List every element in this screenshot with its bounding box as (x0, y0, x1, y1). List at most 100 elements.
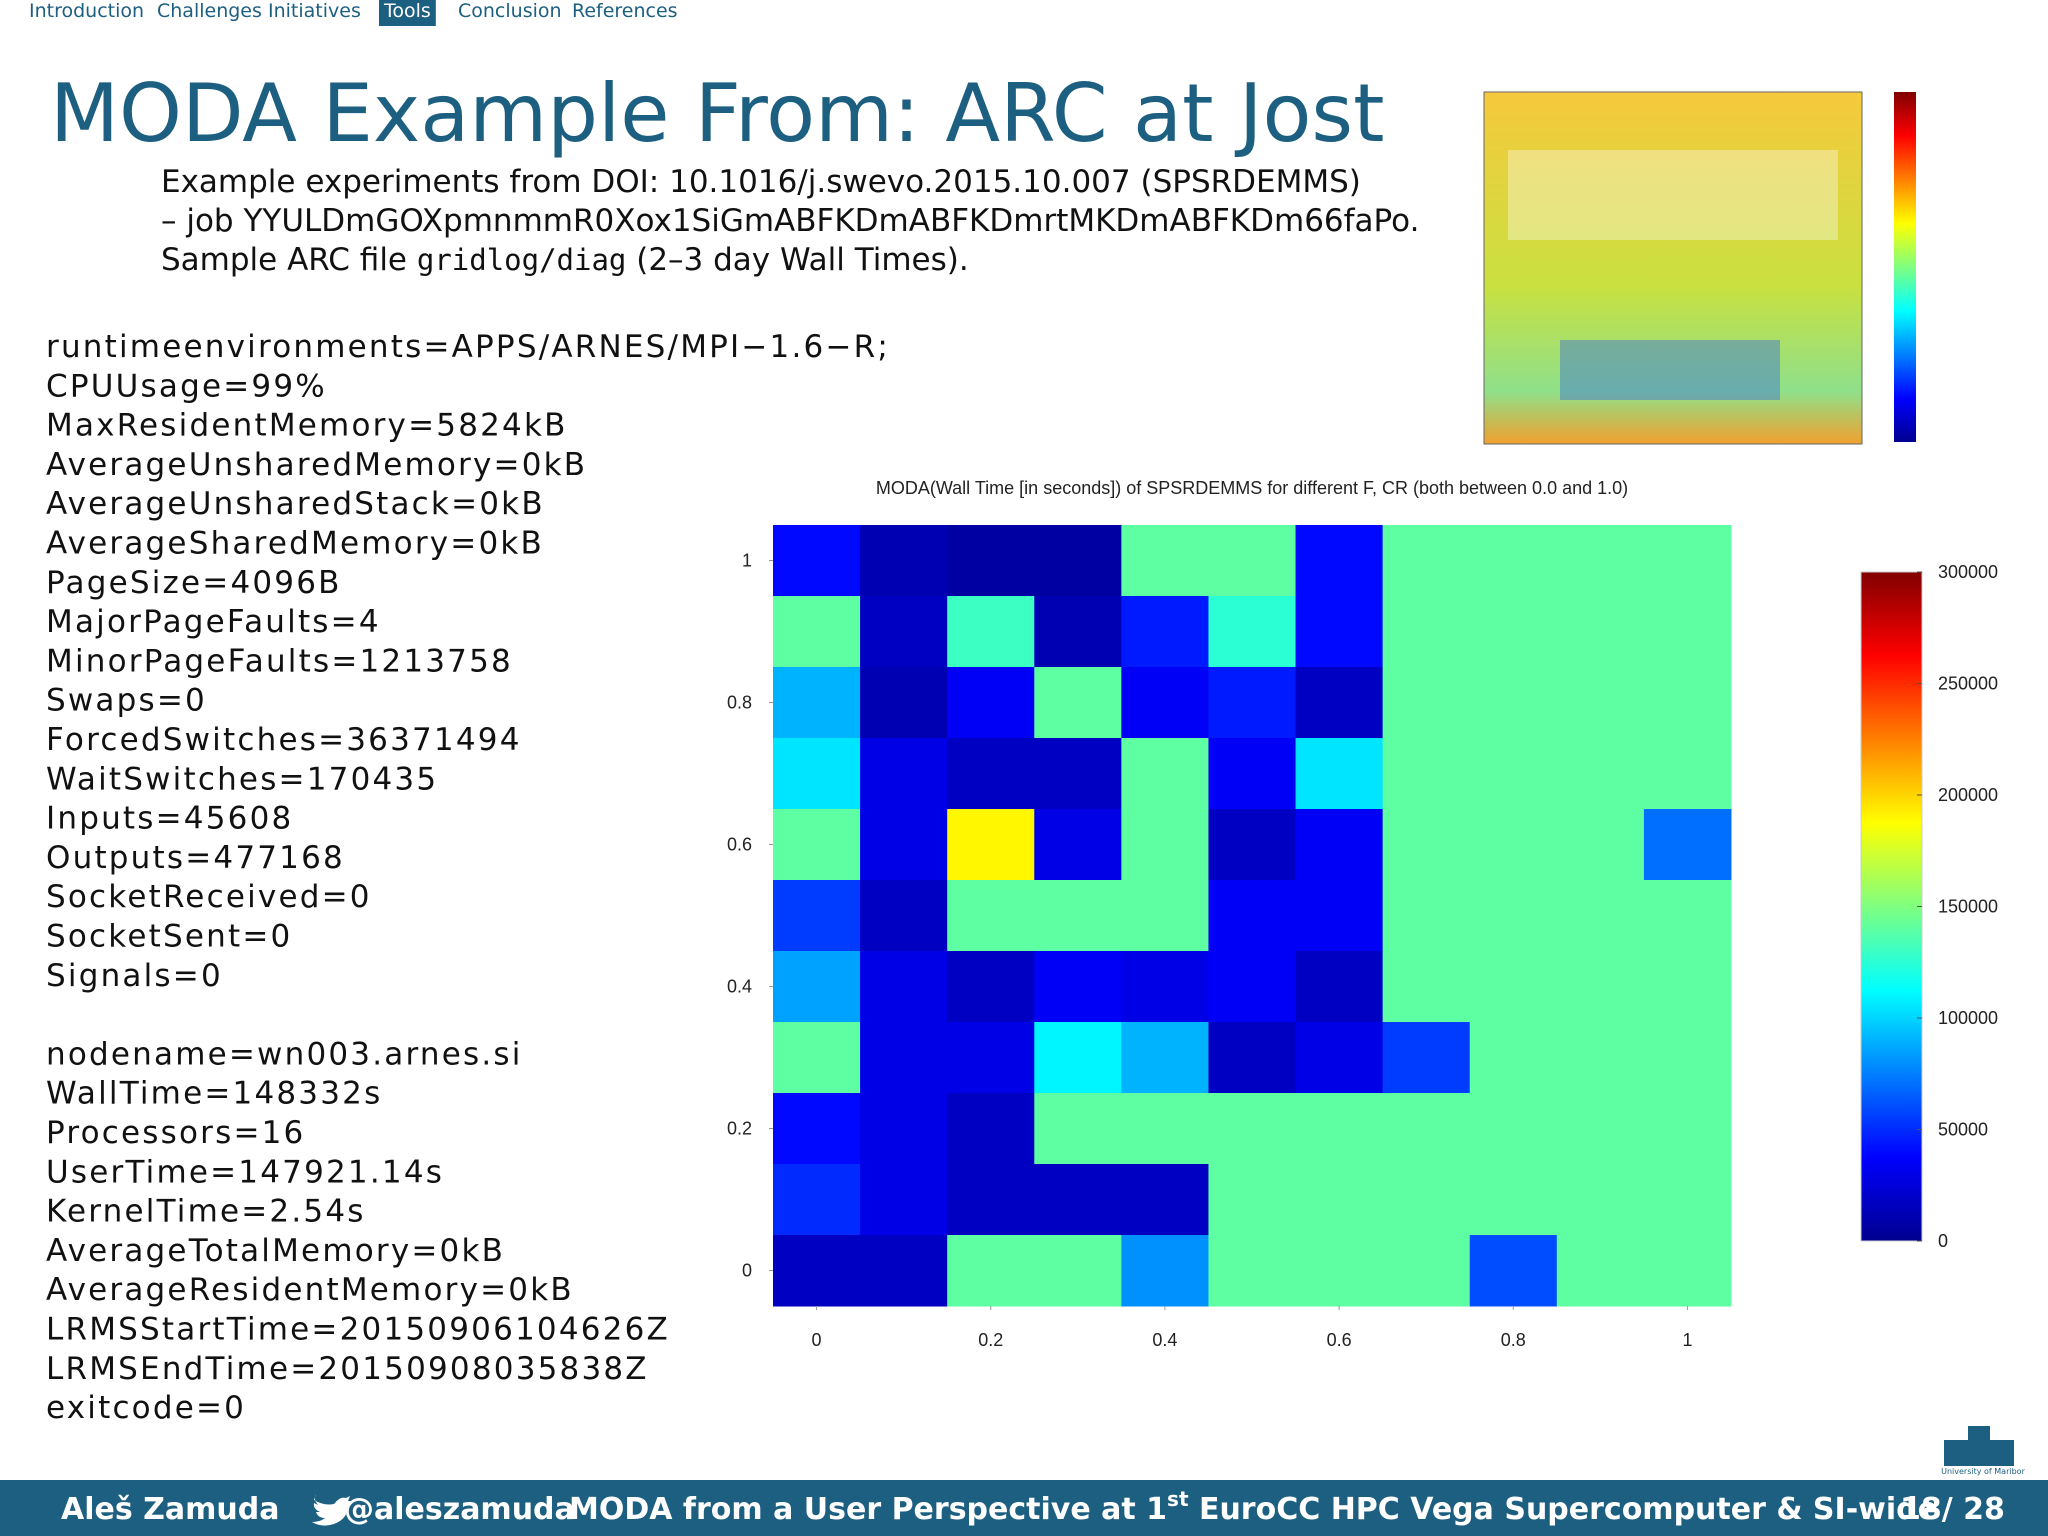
nav-item[interactable]: Introduction (29, 0, 144, 22)
info-line: SocketReceived=0 (46, 879, 372, 915)
heat-cell (1121, 951, 1209, 1023)
heat-cell (1121, 667, 1209, 739)
nav-item[interactable]: Challenges (157, 0, 262, 22)
heat-cell (1382, 809, 1471, 881)
nav-item[interactable]: Conclusion (458, 0, 562, 22)
heat-cell (1295, 1164, 1384, 1236)
info-line: Outputs=477168 (46, 840, 345, 876)
heat-cell (1469, 667, 1558, 739)
text-run: Sample ARC file (161, 242, 417, 278)
heat-cell (860, 1164, 948, 1236)
logo-text: University of Maribor (1941, 1467, 2025, 1476)
info-line: MaxResidentMemory=5824kB (46, 408, 568, 444)
heat-cell (947, 596, 1035, 668)
heat-cell (1034, 596, 1122, 668)
heat-cell (1469, 880, 1558, 952)
heat-cell (1643, 1235, 1732, 1307)
heat-cell (1295, 596, 1384, 668)
heat-cell (1295, 738, 1384, 810)
inset-plot (1483, 91, 1863, 445)
y-tick-label: 1 (742, 551, 752, 571)
x-tick-label: 0 (812, 1330, 822, 1350)
heat-cell (860, 667, 948, 739)
heat-cell (947, 1235, 1035, 1307)
heat-cell (947, 1022, 1035, 1094)
heat-cell (1643, 525, 1732, 597)
heat-cell (1556, 738, 1645, 810)
heat-cell (1208, 880, 1297, 952)
info-line: Inputs=45608 (46, 801, 293, 837)
heat-cell (1556, 1093, 1645, 1165)
heat-cell (1295, 1093, 1384, 1165)
x-tick-label: 0.8 (1501, 1330, 1526, 1350)
heat-cell (1643, 1022, 1732, 1094)
heat-cell (1469, 596, 1558, 668)
slide-title: MODA Example From: ARC at Jost (50, 67, 1384, 160)
inset-diagram (1508, 150, 1838, 240)
text-run: (2–3 day Wall Times). (626, 242, 968, 278)
info-line: LRMSEndTime=20150908035838Z (46, 1351, 649, 1387)
superscript: st (1167, 1487, 1189, 1511)
heat-cell (773, 1164, 861, 1236)
heat-cell (860, 809, 948, 881)
heat-cell (1469, 525, 1558, 597)
info-line: AverageResidentMemory=0kB (46, 1272, 574, 1308)
heat-cell (1382, 667, 1471, 739)
heat-cell (860, 1022, 948, 1094)
info-line: AverageTotalMemory=0kB (46, 1233, 505, 1269)
heat-cell (1556, 525, 1645, 597)
y-tick-label: 0 (742, 1261, 752, 1281)
heat-cell (1643, 738, 1732, 810)
info-line: WallTime=148332s (46, 1076, 382, 1112)
heat-cell (1382, 880, 1471, 952)
heat-cell (860, 951, 948, 1023)
heat-cell (1382, 596, 1471, 668)
heat-cell (1556, 1022, 1645, 1094)
heat-cell (773, 1093, 861, 1165)
colorbar-tick-label: 300000 (1938, 562, 1998, 582)
heat-cell (1121, 809, 1209, 881)
nav-item[interactable]: Initiatives (268, 0, 361, 22)
heat-cell (1469, 1022, 1558, 1094)
x-tick-label: 1 (1682, 1330, 1692, 1350)
heat-cell (1643, 667, 1732, 739)
heat-cell (860, 1235, 948, 1307)
info-line: CPUUsage=99% (46, 368, 327, 404)
heat-cell (773, 525, 861, 597)
heat-cell (1208, 1093, 1297, 1165)
info-line: nodename=wn003.arnes.si (46, 1036, 523, 1072)
logo-building (1944, 1440, 2014, 1466)
heat-cell (860, 1093, 948, 1165)
inset-figure (1483, 91, 1916, 445)
heat-cell (1643, 809, 1732, 881)
heat-cell (1556, 809, 1645, 881)
y-tick-label: 0.2 (727, 1119, 752, 1139)
heat-cell (1469, 1093, 1558, 1165)
heat-cell (1208, 525, 1297, 597)
info-line: Swaps=0 (46, 683, 207, 719)
heat-cell (773, 1022, 861, 1094)
heat-cell (1556, 880, 1645, 952)
info-line: exitcode=0 (46, 1390, 246, 1426)
heat-cell (1034, 1022, 1122, 1094)
heat-cell (947, 880, 1035, 952)
heat-cell (1643, 1093, 1732, 1165)
footer-handle: @aleszamuda (344, 1492, 575, 1527)
heat-cell (1382, 951, 1471, 1023)
heat-cell (1643, 951, 1732, 1023)
heat-cell (1469, 738, 1558, 810)
logo-tower (1968, 1426, 1990, 1442)
colorbar-tick-label: 150000 (1938, 897, 1998, 917)
heat-cell (773, 1235, 861, 1307)
nav-item[interactable]: Tools (383, 0, 431, 22)
nav-item[interactable]: References (572, 0, 678, 22)
heat-cell (1295, 809, 1384, 881)
heat-cell (947, 1164, 1035, 1236)
colorbar-tick-label: 250000 (1938, 674, 1998, 694)
heat-cell (773, 880, 861, 952)
heat-cell (1121, 1235, 1209, 1307)
heat-cell (1034, 951, 1122, 1023)
heat-cell (1643, 596, 1732, 668)
heat-cell (1556, 1164, 1645, 1236)
